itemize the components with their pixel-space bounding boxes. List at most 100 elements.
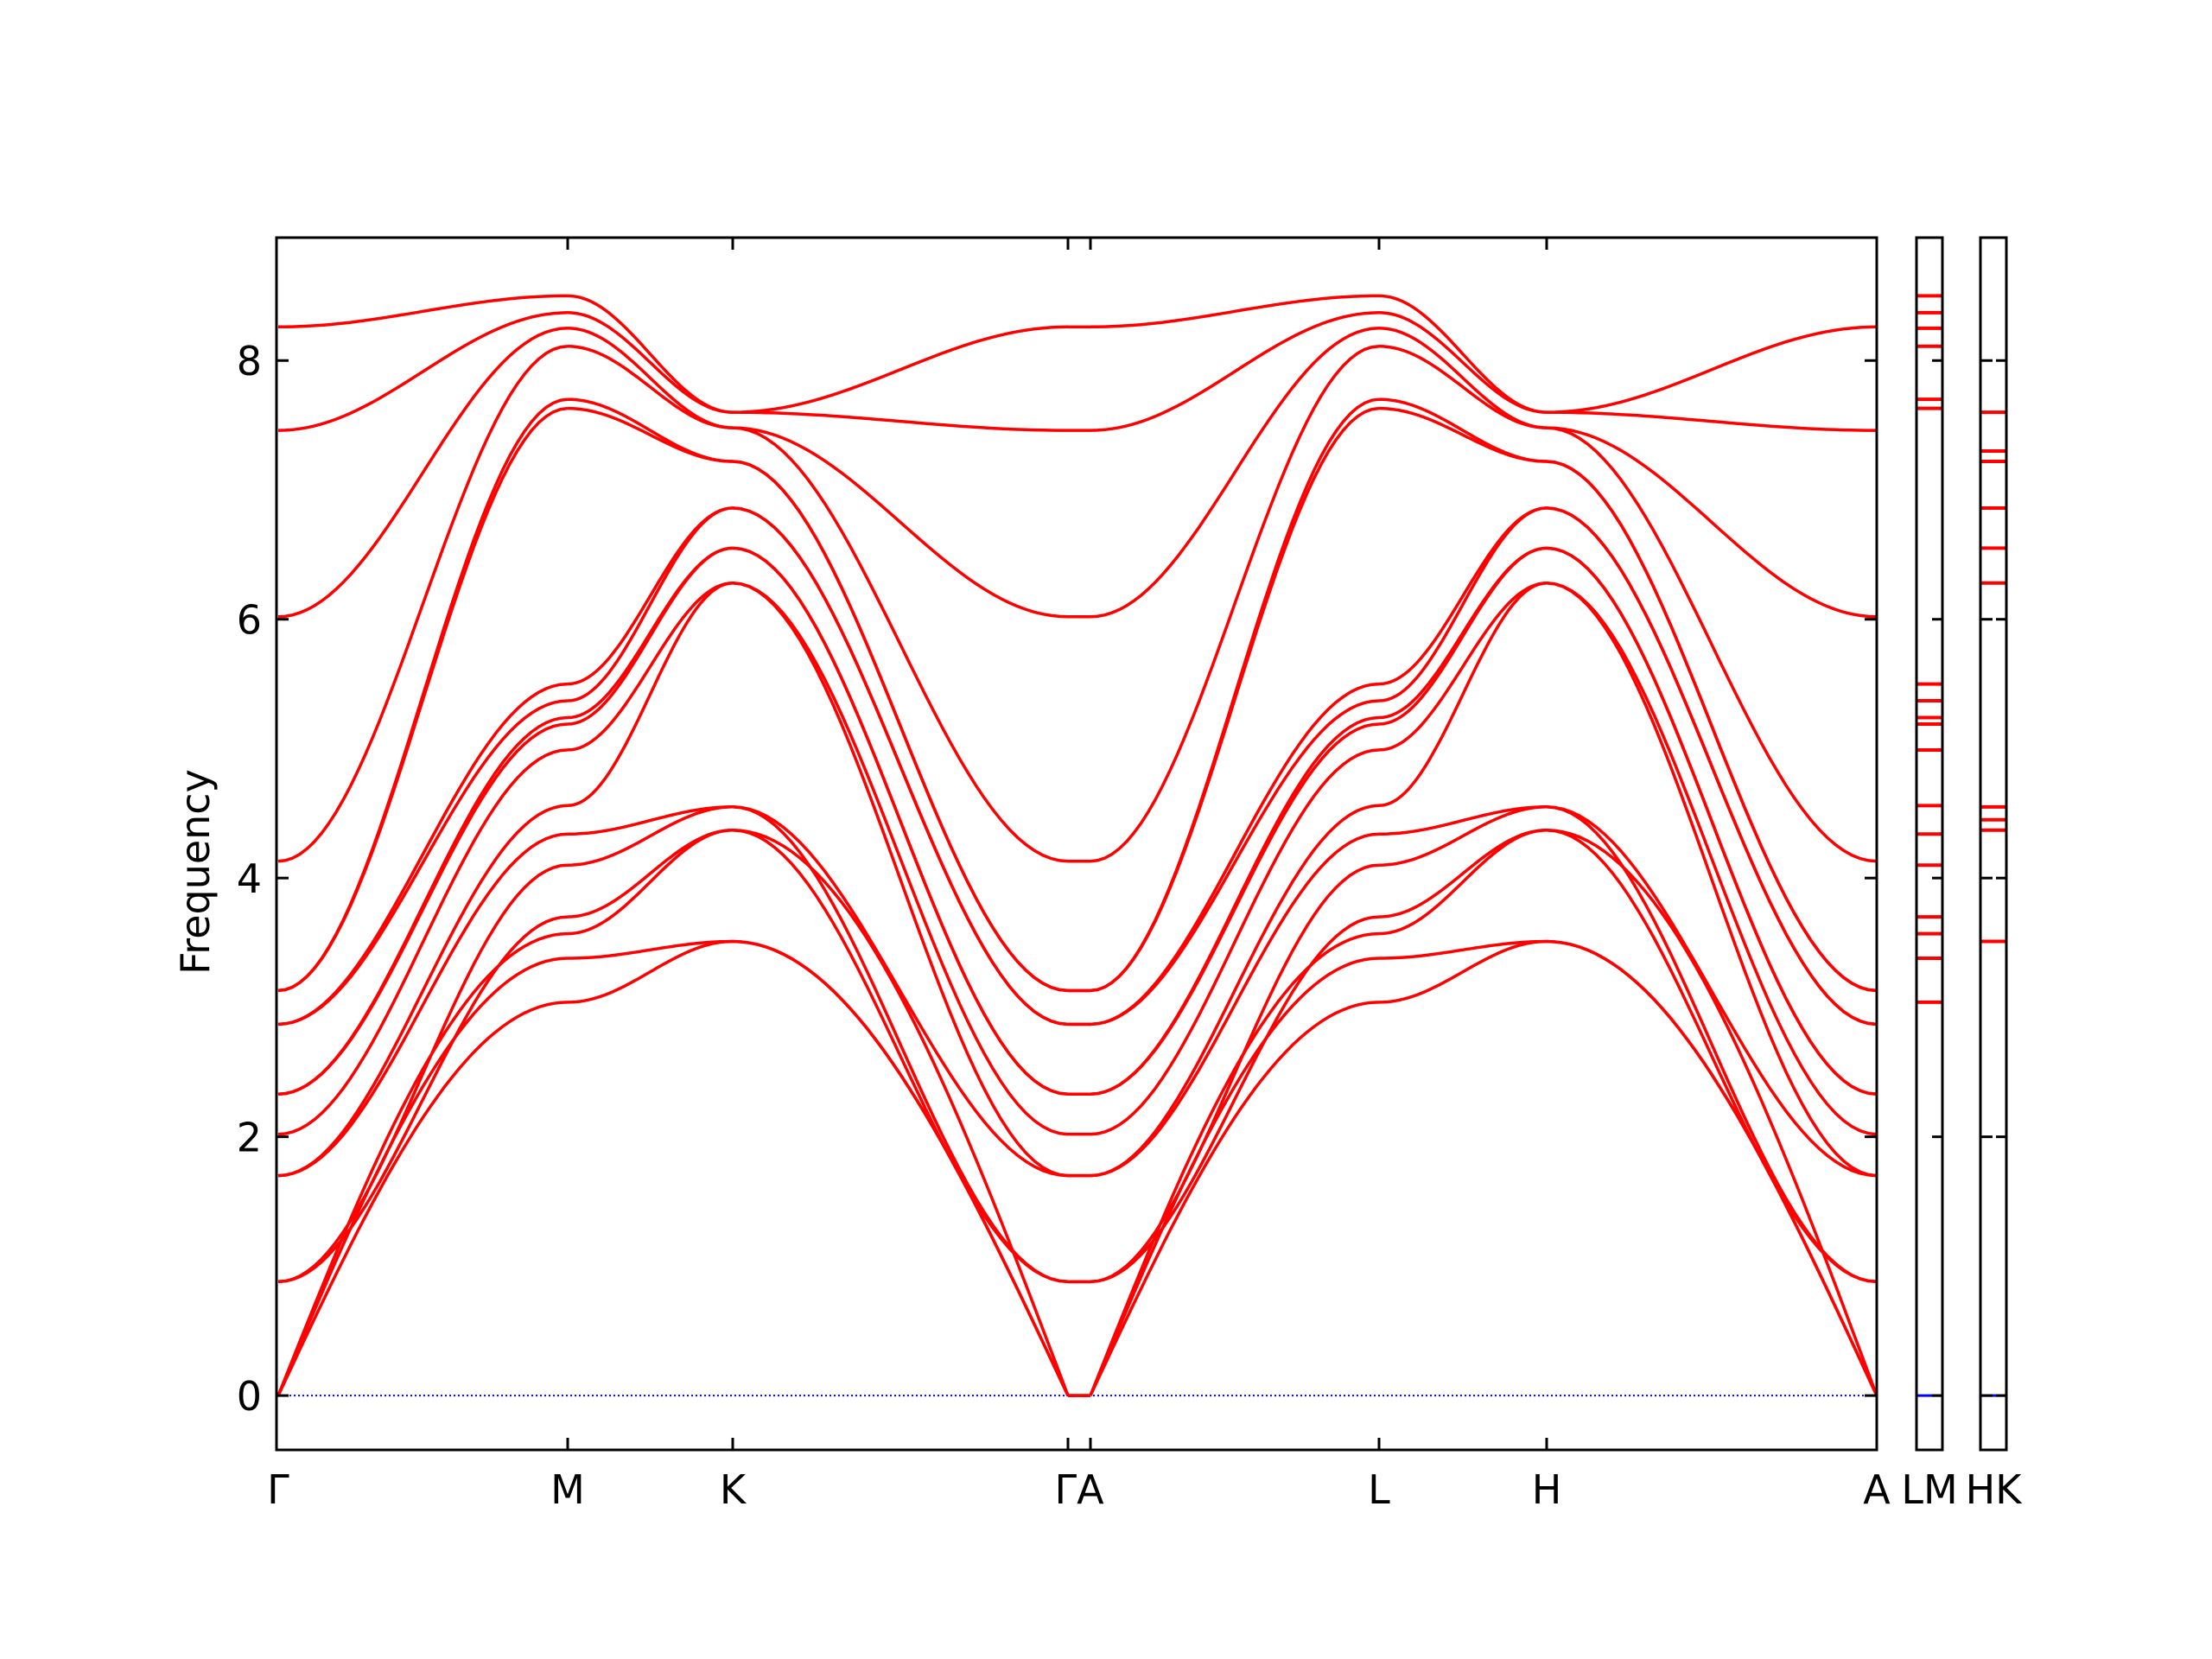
band-9-seg-4	[1378, 546, 1548, 720]
band-6-seg-4	[1378, 582, 1548, 808]
band-7-seg-3	[1090, 748, 1380, 1136]
x-tick-label-1: M	[550, 1466, 585, 1513]
band-9-seg-2	[732, 546, 1069, 1096]
band-6-seg-1	[567, 582, 734, 808]
bands-layer	[276, 294, 2006, 1397]
band-17-seg-1	[567, 294, 734, 414]
band-13-seg-3	[1090, 397, 1380, 993]
band-15-seg-1	[567, 327, 734, 429]
y-tick-label-1: 2	[237, 1115, 262, 1161]
band-3-seg-0	[277, 915, 569, 1284]
band-9-seg-3	[1090, 715, 1380, 1096]
band-0-seg-0	[276, 1001, 569, 1396]
x-tick-label-0: Γ	[267, 1466, 289, 1513]
band-17-seg-0	[278, 294, 568, 329]
band-5-seg-2	[732, 805, 1069, 1178]
band-17-seg-3	[1090, 294, 1379, 329]
band-16-seg-3	[1090, 311, 1380, 432]
band-15-seg-3	[1090, 327, 1380, 619]
band-11-seg-2	[732, 506, 1069, 1027]
band-3-seg-3	[1090, 915, 1380, 1284]
band-1-seg-2	[732, 939, 1070, 1396]
band-13-seg-2	[732, 460, 1069, 993]
band-6-seg-2	[732, 582, 1069, 1178]
band-5-seg-4	[1378, 805, 1548, 836]
band-11-seg-1	[567, 506, 734, 686]
y-tick-label-2: 4	[237, 855, 262, 902]
band-7-seg-0	[277, 748, 569, 1136]
band-9-seg-5	[1546, 546, 1878, 1096]
band-14-seg-5	[1546, 426, 1878, 863]
labels-layer: 0 2 4 6 8 Γ M K ΓA L H A LM HK	[237, 338, 2023, 1513]
band-13-seg-1	[567, 397, 734, 463]
band-14-seg-2	[732, 426, 1069, 863]
x-tick-label-8: HK	[1966, 1466, 2024, 1513]
band-14-seg-0	[277, 345, 569, 863]
band-4-seg-4	[1378, 805, 1548, 867]
band-17-seg-5	[1546, 325, 1878, 414]
band-15-seg-4	[1378, 327, 1548, 429]
frame-LM	[1915, 236, 1944, 1452]
band-5-seg-1	[567, 805, 734, 836]
band-1-seg-3	[1089, 957, 1380, 1396]
y-tick-label-3: 6	[237, 597, 262, 644]
band-6-seg-5	[1546, 582, 1878, 1178]
band-2-seg-0	[276, 931, 569, 1396]
band-16-seg-5	[1546, 410, 1877, 432]
x-tick-label-2: K	[720, 1466, 747, 1513]
x-tick-label-4: L	[1368, 1466, 1390, 1513]
band-0-seg-3	[1089, 1001, 1380, 1396]
band-16-seg-2	[732, 410, 1068, 432]
band-7-seg-1	[567, 582, 734, 752]
band-14-seg-3	[1090, 345, 1380, 863]
band-9-seg-1	[567, 546, 734, 720]
band-4-seg-2	[732, 805, 1069, 1284]
band-4-seg-3	[1090, 863, 1380, 1284]
x-tick-label-5: H	[1532, 1466, 1562, 1513]
band-9-seg-0	[277, 715, 569, 1096]
band-3-seg-1	[567, 829, 734, 918]
band-15-seg-2	[732, 426, 1069, 619]
x-tick-label-6: A	[1863, 1466, 1891, 1513]
y-tick-label-4: 8	[237, 338, 262, 385]
frame-HK	[1979, 236, 2008, 1452]
band-11-seg-3	[1090, 682, 1380, 1027]
y-tick-label-0: 0	[237, 1373, 262, 1420]
band-15-seg-5	[1546, 426, 1878, 619]
band-7-seg-5	[1546, 582, 1878, 1136]
band-4-seg-1	[567, 805, 734, 867]
band-11-seg-0	[277, 682, 569, 1027]
band-5-seg-5	[1546, 805, 1878, 1178]
band-13-seg-4	[1378, 397, 1548, 463]
band-7-seg-2	[732, 582, 1069, 1136]
band-6-seg-0	[277, 804, 569, 1178]
band-13-seg-0	[277, 397, 569, 993]
band-4-seg-0	[277, 863, 569, 1284]
y-axis-label: Frequency	[172, 769, 219, 975]
band-13-seg-5	[1546, 460, 1878, 993]
x-tick-label-7: LM	[1901, 1466, 1957, 1513]
band-1-seg-4	[1379, 939, 1548, 960]
band-2-seg-3	[1089, 931, 1380, 1396]
band-11-seg-4	[1378, 506, 1548, 686]
band-11-seg-5	[1546, 506, 1878, 1027]
band-15-seg-0	[277, 327, 569, 619]
band-1-seg-5	[1546, 939, 1878, 1396]
frame-main	[275, 236, 1878, 1452]
ticks-layer	[276, 238, 2006, 1450]
band-7-seg-4	[1378, 582, 1548, 752]
band-1-seg-0	[276, 957, 569, 1396]
band-0-seg-1	[567, 939, 734, 1004]
frame-layer	[275, 236, 2008, 1452]
band-0-seg-4	[1378, 939, 1548, 1004]
x-tick-label-3: ΓA	[1054, 1466, 1104, 1513]
band-3-seg-4	[1378, 829, 1548, 918]
band-4-seg-5	[1546, 805, 1878, 1284]
band-17-seg-2	[732, 325, 1069, 414]
band-17-seg-4	[1378, 294, 1548, 414]
band-6-seg-3	[1090, 804, 1380, 1178]
band-1-seg-1	[568, 939, 734, 960]
band-16-seg-0	[277, 311, 569, 432]
